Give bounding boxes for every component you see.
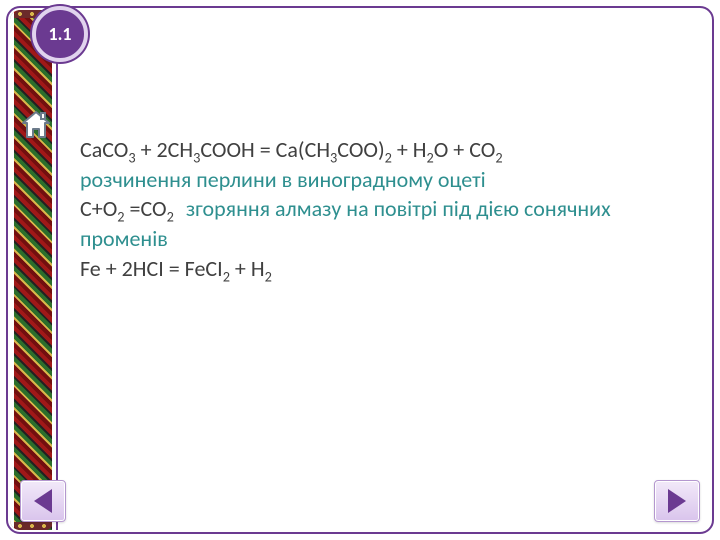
equation-1: CaCO3 + 2CH3COOH = Ca(CH3COO)2 + H2O + C… [80, 135, 680, 165]
equation-2-line: C+O2 =CO2згоряння алмазу на повітрі під … [80, 194, 680, 253]
home-icon [19, 108, 53, 147]
prev-button[interactable] [20, 480, 66, 522]
decorative-embroidery-strip [10, 10, 58, 530]
description-1: розчинення перлини в виноградному оцеті [80, 165, 680, 195]
arrow-right-icon [668, 489, 686, 513]
section-number: 1.1 [48, 23, 71, 45]
section-badge: 1.1 [32, 6, 88, 62]
arrow-left-icon [34, 489, 52, 513]
equation-3: Fe + 2HCI = FeCI2 + H2 [80, 254, 680, 284]
home-button[interactable] [18, 110, 54, 144]
next-button[interactable] [654, 480, 700, 522]
slide-content: CaCO3 + 2CH3COOH = Ca(CH3COO)2 + H2O + C… [80, 135, 680, 283]
